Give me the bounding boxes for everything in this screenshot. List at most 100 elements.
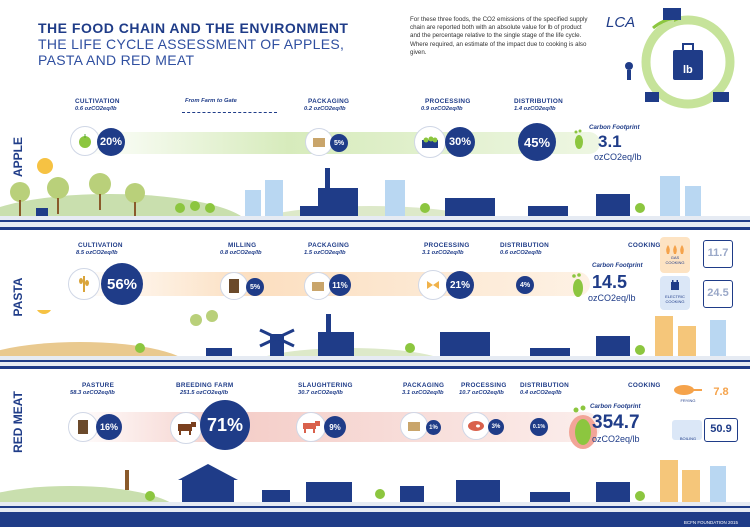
meat-distribution-value: 0.4 ozCO2eq/lb — [520, 390, 562, 396]
footprint-icon — [570, 272, 586, 298]
cow-icon — [170, 412, 202, 444]
boiling-pot-icon — [672, 420, 702, 440]
box-icon — [304, 272, 332, 300]
pasta-distribution-value: 0.6 ozCO2eq/lb — [500, 250, 542, 256]
gas-cooking-panel — [660, 237, 690, 273]
farm-to-gate-label: From Farm to Gate — [185, 98, 237, 104]
lca-cycle-diagram — [593, 6, 743, 118]
pasta-milling-name: MILLING — [228, 242, 257, 249]
pasta-milling-pct: 5% — [246, 278, 264, 296]
page-title: THE FOOD CHAIN AND THE ENVIRONMENT — [38, 20, 349, 36]
apple-processing-value: 0.9 ozCO2eq/lb — [421, 106, 463, 112]
steak-icon — [462, 412, 490, 440]
pasta-packaging-pct: 11% — [329, 274, 351, 296]
plug-icon — [668, 280, 682, 292]
pasta-milling-value: 0.8 ozCO2eq/lb — [220, 250, 262, 256]
gas-cooking-box — [703, 240, 733, 268]
apple-footprint-unit: ozCO2eq/lb — [594, 152, 642, 162]
apple-processing-pct: 30% — [445, 127, 475, 157]
meat-distribution-pct: 0.1% — [530, 418, 548, 436]
footprint-icon — [572, 128, 586, 150]
gas-cooking-label: GAS COOKING — [665, 255, 685, 265]
pasta-packaging-value: 1.5 ozCO2eq/lb — [304, 250, 346, 256]
meat-footprint-unit: ozCO2eq/lb — [592, 434, 640, 444]
apple-distribution-name: DISTRIBUTION — [514, 98, 564, 105]
apple-cultivation-name: CULTIVATION — [75, 98, 120, 105]
meat-slaughtering-name: SLAUGHTERING — [298, 382, 353, 389]
pasta-landscape — [0, 310, 750, 366]
apple-distribution-value: 1.4 ozCO2eq/lb — [514, 106, 556, 112]
meat-slaughtering-value: 30.7 ozCO2eq/lb — [298, 390, 343, 396]
meat-packaging-name: PACKAGING — [403, 382, 445, 389]
gas-cooking-value: 11.7 — [707, 247, 729, 259]
boiling-label: BOILING — [679, 436, 697, 441]
meat-landscape — [0, 452, 750, 512]
pasta-footprint-value: 14.5 — [592, 272, 628, 292]
apple-processing-name: PROCESSING — [425, 98, 471, 105]
frying-value: 7.8 — [713, 386, 729, 398]
frying-pan-icon — [672, 384, 702, 396]
pasta-processing-pct: 21% — [446, 271, 474, 299]
lca-weight-label: lb — [683, 64, 693, 76]
box-icon — [305, 128, 333, 156]
footer-credit: BCFN FOUNDATION 2015 — [683, 520, 738, 525]
meat-breeding-value: 251.5 ozCO2eq/lb — [180, 390, 229, 396]
pasta-distribution-name: DISTRIBUTION — [500, 242, 550, 249]
pasta-cultivation-value: 8.5 ozCO2eq/lb — [76, 250, 118, 256]
apple-cultivation-pct: 20% — [97, 128, 125, 156]
meat-footprint-title: Carbon Footprint — [590, 403, 641, 410]
lca-label: LCA — [606, 14, 636, 31]
apple-icon — [70, 126, 100, 156]
box-icon — [400, 412, 428, 440]
boiling-box — [704, 418, 738, 442]
electric-cooking-panel — [660, 276, 690, 310]
meat-pasture-pct: 16% — [96, 414, 122, 440]
pasta-cultivation-pct: 56% — [101, 263, 143, 305]
feed-sack-icon — [68, 412, 98, 442]
pasta-packaging-name: PACKAGING — [308, 242, 350, 249]
apple-packaging-name: PACKAGING — [308, 98, 350, 105]
pasta-shape-icon — [418, 270, 448, 300]
meat-footprint-value: 354.7 — [592, 412, 640, 433]
apple-footprint-title: Carbon Footprint — [589, 124, 640, 131]
wheat-icon — [68, 268, 100, 300]
electric-cooking-value: 24.5 — [707, 287, 729, 299]
frying-label: FRYING — [680, 398, 696, 403]
meat-breeding-name: BREEDING FARM — [176, 382, 234, 389]
meat-breeding-pct: 71% — [200, 400, 250, 450]
apple-distribution-pct: 45% — [518, 123, 556, 161]
electric-cooking-label: ELECTRIC COOKING — [665, 294, 685, 304]
flour-sack-icon — [220, 272, 248, 300]
page-subtitle: THE LIFE CYCLE ASSESSMENT OF APPLES, PAS… — [38, 36, 345, 68]
meat-packaging-pct: 1% — [426, 420, 441, 435]
row-label-red-meat: RED MEAT — [11, 391, 25, 453]
flame-icon — [664, 244, 686, 254]
row-label-pasta: PASTA — [11, 277, 25, 317]
electric-cooking-box — [703, 280, 733, 308]
pasta-processing-value: 3.1 ozCO2eq/lb — [422, 250, 464, 256]
meat-pasture-value: 58.3 ozCO2eq/lb — [70, 390, 115, 396]
footprint-icon — [566, 402, 600, 450]
meat-processing-name: PROCESSING — [461, 382, 507, 389]
pasta-cooking-name: COOKING — [628, 242, 661, 249]
meat-processing-value: 10.7 ozCO2eq/lb — [459, 390, 504, 396]
apple-packaging-pct: 5% — [330, 134, 348, 152]
pasta-footprint-unit: ozCO2eq/lb — [588, 293, 636, 303]
apple-landscape — [0, 158, 750, 227]
divider — [0, 227, 750, 230]
meat-packaging-value: 3.1 ozCO2eq/lb — [402, 390, 444, 396]
footer-bar — [0, 512, 750, 527]
meat-distribution-name: DISTRIBUTION — [520, 382, 570, 389]
meat-processing-pct: 3% — [488, 419, 504, 435]
apple-cultivation-value: 0.6 ozCO2eq/lb — [75, 106, 117, 112]
farm-to-gate-arrow — [182, 112, 277, 113]
apple-packaging-value: 0.2 ozCO2eq/lb — [304, 106, 346, 112]
pasta-footprint-title: Carbon Footprint — [592, 262, 643, 269]
meat-cooking-name: COOKING — [628, 382, 661, 389]
divider — [0, 366, 750, 369]
pasta-cultivation-name: CULTIVATION — [78, 242, 123, 249]
cow-icon — [296, 412, 326, 442]
intro-text: For these three foods, the CO2 emissions… — [410, 16, 588, 56]
pasta-processing-name: PROCESSING — [424, 242, 470, 249]
meat-pasture-name: PASTURE — [82, 382, 115, 389]
